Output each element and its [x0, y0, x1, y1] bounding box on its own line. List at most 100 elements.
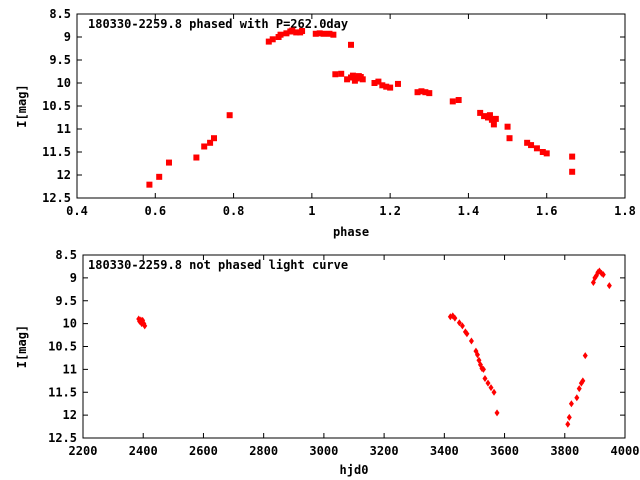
data-point [574, 394, 580, 402]
data-point [211, 135, 217, 142]
data-point [277, 31, 284, 38]
data-point [332, 71, 339, 78]
data-point [299, 28, 306, 35]
data-point [528, 142, 535, 149]
data-point [468, 337, 474, 345]
data-point [482, 375, 488, 383]
y-tick-label: 8.5 [55, 248, 77, 262]
data-point [600, 271, 606, 279]
data-point [566, 413, 572, 421]
y-tick-label: 11.5 [42, 145, 71, 159]
x-tick-label: 3000 [309, 444, 338, 458]
y-tick-label: 9 [64, 30, 71, 44]
data-point [269, 36, 276, 43]
x-tick-label: 1.4 [458, 204, 480, 218]
y-tick-label: 11 [63, 362, 77, 376]
x-tick-label: 1.8 [614, 204, 636, 218]
data-point [414, 89, 421, 96]
data-point [481, 113, 488, 120]
x-tick-label: 4000 [611, 444, 640, 458]
data-point [568, 400, 574, 408]
data-point [265, 38, 272, 45]
data-point [539, 149, 546, 155]
data-point [142, 322, 148, 330]
data-point [459, 322, 465, 330]
x-tick-label: 1.6 [536, 204, 558, 218]
y-axis-title: I[mag] [15, 325, 29, 368]
data-point [449, 98, 456, 105]
data-point [480, 365, 486, 373]
data-point [418, 88, 425, 95]
y-tick-label: 12 [63, 408, 77, 422]
x-tick-label: 2600 [189, 444, 218, 458]
data-point [452, 314, 458, 322]
y-tick-label: 10.5 [42, 99, 71, 113]
chart-title: 180330-2259.8 phased with P=262.0day [88, 17, 348, 31]
data-point [486, 112, 493, 119]
data-point [474, 351, 480, 359]
data-point [359, 76, 366, 83]
data-point [156, 173, 163, 180]
data-point [490, 121, 497, 128]
x-tick-label: 3200 [370, 444, 399, 458]
data-point [320, 30, 327, 37]
x-tick-label: 2400 [129, 444, 158, 458]
plot-frame [82, 254, 626, 439]
data-point [494, 409, 500, 417]
data-point [289, 27, 296, 34]
y-axis-title: I[mag] [15, 84, 29, 127]
x-tick-label: 0.4 [66, 204, 88, 218]
data-point [569, 168, 576, 175]
data-point [379, 82, 386, 89]
data-point [524, 139, 531, 146]
y-tick-label: 11.5 [48, 385, 77, 399]
y-tick-label: 9 [70, 271, 77, 285]
data-point [312, 30, 319, 37]
data-point [488, 116, 495, 123]
data-point [330, 31, 337, 38]
data-point [283, 30, 290, 37]
data-point [394, 80, 401, 87]
x-tick-label: 0.6 [144, 204, 166, 218]
y-tick-label: 12.5 [42, 191, 71, 205]
data-point [485, 379, 491, 387]
data-point [193, 154, 200, 161]
data-point [201, 143, 208, 150]
data-point [464, 330, 470, 338]
x-tick-label: 2800 [249, 444, 278, 458]
data-point [491, 388, 497, 396]
y-tick-label: 8.5 [49, 7, 71, 21]
data-point [576, 385, 582, 393]
x-tick-label: 3400 [430, 444, 459, 458]
x-tick-label: 1 [308, 204, 315, 218]
x-axis-title: hjd0 [340, 463, 369, 477]
data-point [226, 112, 233, 119]
data-point [455, 97, 462, 104]
data-point [207, 139, 214, 146]
y-tick-label: 10.5 [48, 340, 77, 354]
data-point [492, 115, 499, 122]
plot-frame [76, 13, 626, 199]
data-point [293, 29, 300, 36]
y-tick-label: 9.5 [55, 294, 77, 308]
x-tick-label: 0.8 [223, 204, 245, 218]
phased-light-curve-plot: 0.4 0.6 0.8 1 1.2 1.4 1.6 1.8 8.5 9 9.5 10 10.5 11 11.… [15, 7, 636, 239]
data-point [506, 135, 513, 142]
data-point [582, 352, 588, 360]
data-point [146, 181, 153, 188]
chart-title: 180330-2259.8 not phased light curve [88, 258, 348, 272]
x-tick-label: 2200 [69, 444, 98, 458]
data-point [565, 420, 571, 428]
y-tick-label: 10 [57, 76, 71, 90]
y-tick-label: 12 [57, 168, 71, 182]
data-point [165, 159, 172, 166]
data-point [580, 377, 586, 385]
data-point [426, 90, 433, 97]
data-point [349, 72, 356, 79]
data-point [456, 319, 462, 327]
data-point [488, 384, 494, 392]
data-point [375, 78, 382, 85]
data-point [569, 153, 576, 160]
x-tick-label: 3600 [490, 444, 519, 458]
y-tick-label: 11 [57, 122, 71, 136]
